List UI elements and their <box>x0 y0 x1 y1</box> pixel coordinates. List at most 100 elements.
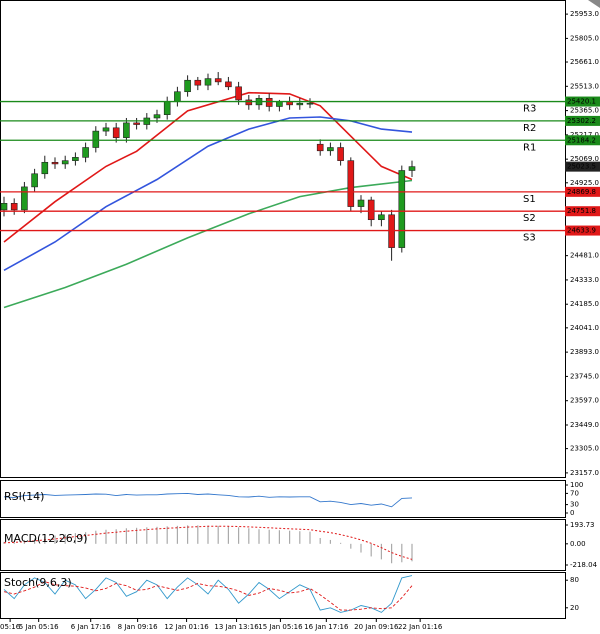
candle-body <box>408 166 416 171</box>
candle-body <box>153 114 161 119</box>
candle-body <box>92 130 100 148</box>
y-tick-label: 23893.0 <box>570 348 599 356</box>
x-tick-label: 05:16 <box>0 623 21 631</box>
y-tick-label: 25805.0 <box>570 34 599 42</box>
candle-body <box>72 157 79 161</box>
candle-body <box>276 101 283 107</box>
y-tick-label: 80 <box>570 576 579 584</box>
indicator-line <box>3 581 413 611</box>
price-box-label: 25302.2 <box>567 117 596 125</box>
x-tick-label: 15 Jan 05:16 <box>258 623 303 631</box>
price-box-label: 24869.8 <box>567 188 596 196</box>
panel-title: RSI(14) <box>4 490 44 503</box>
y-tick-label: 25513.0 <box>570 82 599 90</box>
candle-body <box>184 79 191 93</box>
y-tick-label: 25365.0 <box>570 107 599 115</box>
candle-body <box>61 160 69 165</box>
price-box-label: 24633.9 <box>567 227 596 235</box>
x-tick-label: 20 Jan 09:16 <box>354 623 399 631</box>
y-tick-label: 23745.0 <box>570 372 599 380</box>
macd-signal <box>3 525 413 560</box>
candle-body <box>357 199 365 207</box>
panel-title: Stoch(9,6,3) <box>4 576 72 589</box>
price-box <box>565 96 600 107</box>
candle-body <box>245 99 253 106</box>
y-tick-label: 25217.0 <box>570 131 599 139</box>
candle-body <box>204 78 212 86</box>
pivot-level-name: S3 <box>523 233 536 244</box>
x-tick-label: 13 Jan 13:16 <box>214 623 259 631</box>
candle-body <box>174 91 181 102</box>
stoch-panel <box>0 572 566 619</box>
candle-body <box>194 79 202 86</box>
x-tick-label: 6 Jan 17:16 <box>71 623 111 631</box>
candle-body <box>10 203 18 211</box>
candle-body <box>51 161 59 165</box>
moving-average <box>3 91 413 243</box>
panel-title: MACD(12,26,9) <box>4 532 88 545</box>
indicator-line <box>3 575 413 613</box>
y-tick-label: 23305.0 <box>570 445 599 453</box>
main-panel <box>0 0 566 478</box>
candle-body <box>316 143 324 152</box>
moving-average <box>3 116 413 271</box>
candle-body <box>163 101 171 115</box>
candle-body <box>367 199 375 221</box>
candle-body <box>296 102 304 106</box>
y-tick-label: 20 <box>570 604 579 612</box>
y-tick-label: 70 <box>570 489 579 497</box>
x-tick-label: 5 Jan 05:16 <box>19 623 59 631</box>
y-tick-label: 23597.0 <box>570 397 599 405</box>
panel-frames <box>0 0 566 619</box>
y-tick-label: 30 <box>570 501 579 509</box>
y-tick-label: 100 <box>570 481 583 489</box>
price-box-label: 25184.2 <box>567 136 596 144</box>
y-tick-label: 24333.0 <box>570 276 599 284</box>
y-tick-label: 0.00 <box>570 540 586 548</box>
candle-body <box>398 170 406 248</box>
price-box-label: 25420.1 <box>567 98 596 106</box>
candle-body <box>133 122 140 125</box>
candle-body <box>265 97 273 107</box>
y-tick-label: 24925.0 <box>570 179 599 187</box>
indicator-line <box>3 492 413 508</box>
x-tick-label: 12 Jan 01:16 <box>164 623 209 631</box>
candle-body <box>112 127 120 138</box>
y-tick-label: 23157.0 <box>570 469 599 477</box>
y-tick-label: 24185.0 <box>570 300 599 308</box>
pivot-level-name: R2 <box>523 123 536 134</box>
y-tick-label: -218.04 <box>570 561 598 569</box>
pivot-level-name: S1 <box>523 194 536 205</box>
y-tick-label: 24041.0 <box>570 324 599 332</box>
candle-body <box>31 173 38 188</box>
candle-body <box>0 203 8 211</box>
price-box <box>565 186 600 197</box>
candle-body <box>225 81 232 88</box>
x-tick-label: 22 Jan 01:16 <box>398 623 443 631</box>
candle-body <box>235 86 242 101</box>
y-tick-label: 23449.0 <box>570 421 599 429</box>
macd-panel <box>0 519 566 571</box>
candle-body <box>306 102 314 105</box>
y-tick-label: 193.73 <box>570 521 595 529</box>
pivot-level-name: S2 <box>523 213 536 224</box>
candle-body <box>21 186 28 211</box>
last-price-box <box>565 161 600 172</box>
candle-body <box>102 127 110 132</box>
price-box <box>565 225 600 236</box>
x-tick-label: 16 Jan 17:16 <box>304 623 349 631</box>
candle-body <box>214 78 222 83</box>
moving-average <box>3 179 413 309</box>
candle-body <box>347 160 355 207</box>
pivot-level-name: R3 <box>523 104 536 115</box>
y-tick-label: 25953.0 <box>570 10 599 18</box>
candle-body <box>337 147 344 161</box>
candle-body <box>82 147 89 158</box>
candle-body <box>378 214 385 221</box>
price-box <box>565 135 600 146</box>
corner-marker <box>588 0 600 8</box>
price-box <box>565 115 600 126</box>
last-price-label: 25023.5 <box>567 163 596 171</box>
y-tick-label: 25661.0 <box>570 58 599 66</box>
